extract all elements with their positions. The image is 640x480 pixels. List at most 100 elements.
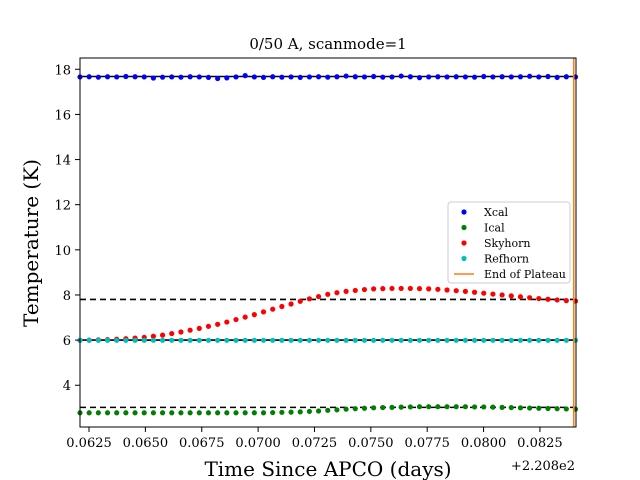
refhorn-point [352,337,358,343]
ical-point [371,405,377,411]
xcal-point [270,74,276,80]
refhorn-point [123,337,129,343]
refhorn-point [398,337,404,343]
ical-point [407,404,413,410]
x-tick-label: 0.0725 [292,436,338,451]
ical-point [352,406,358,412]
xcal-point [306,74,312,80]
xcal-point [536,74,542,80]
skyhorn-point [251,312,257,318]
refhorn-point [426,337,432,343]
refhorn-point [545,337,551,343]
ical-point [416,404,423,410]
refhorn-point [444,337,450,343]
ical-point [279,409,285,415]
y-tick-label: 10 [54,244,71,259]
xcal-point [371,73,377,80]
skyhorn-point [426,286,432,292]
xcal-point [481,73,487,80]
skyhorn-point [306,296,312,302]
xcal-point [279,74,285,80]
xcal-point [407,74,413,80]
ical-point [270,409,276,416]
xcal-point [169,74,175,80]
refhorn-point [260,337,267,343]
ical-point [251,410,257,416]
skyhorn-point [554,297,560,303]
refhorn-point [517,337,524,343]
xcal-point [315,74,322,80]
refhorn-point [315,337,322,343]
xcal-point [95,74,101,80]
refhorn-point [462,337,468,343]
skyhorn-point [371,286,377,292]
xcal-point [471,74,478,80]
ical-point [325,407,331,413]
skyhorn-point [490,291,496,297]
refhorn-point [416,337,423,343]
skyhorn-point [444,287,450,293]
skyhorn-point [270,306,276,312]
ical-point [462,404,468,410]
skyhorn-point [508,293,514,299]
xcal-point [563,74,569,80]
xcal-point [150,75,157,81]
x-axis-offset: +2.208e2 [511,459,575,474]
xcal-point [545,73,551,80]
xcal-point [508,74,514,80]
legend-marker-ical [461,224,467,231]
refhorn-point [343,337,349,343]
xcal-point [435,74,441,80]
refhorn-point [169,337,175,343]
ical-point [114,410,120,416]
x-tick-label: 0.0750 [348,436,394,451]
ical-point [169,410,175,416]
skyhorn-point [352,287,358,294]
refhorn-point [407,337,413,343]
legend-marker-skyhorn [461,240,467,246]
x-tick-label: 0.0700 [235,436,281,451]
refhorn-point [306,337,312,343]
skyhorn-point [233,316,239,323]
y-tick-label: 12 [54,199,71,214]
ical-point [481,404,487,410]
refhorn-point [371,337,377,343]
refhorn-point [159,337,166,343]
refhorn-point [499,337,505,343]
xcal-point [86,74,92,80]
skyhorn-point [215,321,221,327]
refhorn-point [389,337,395,343]
skyhorn-point [398,285,404,292]
x-tick-label: 0.0800 [461,436,507,451]
ical-point [380,404,386,411]
xcal-point [444,74,450,80]
skyhorn-point [361,286,368,293]
y-axis-label: Temperature (K) [19,159,43,327]
refhorn-point [471,337,478,343]
xcal-point [123,73,129,80]
refhorn-point [141,337,147,343]
ical-point [288,409,294,415]
skyhorn-point [187,327,193,333]
ical-point [554,406,560,412]
skyhorn-point [343,288,349,294]
skyhorn-point [205,323,212,329]
skyhorn-point [462,288,468,294]
skyhorn-point [453,288,459,294]
y-tick-label: 4 [63,379,71,394]
xcal-point [325,74,331,80]
ical-point [517,405,524,411]
xcal-point [554,74,560,81]
refhorn-point [481,337,487,343]
legend-label-refhorn: Refhorn [484,253,529,266]
refhorn-point [554,337,560,343]
xcal-point [215,75,221,82]
xcal-point [260,74,267,81]
xcal-point [453,74,459,80]
refhorn-point [453,337,459,343]
refhorn-point [536,337,542,343]
xcal-point [178,74,184,80]
refhorn-point [242,337,248,343]
ical-point [224,410,230,416]
refhorn-point [95,337,101,343]
